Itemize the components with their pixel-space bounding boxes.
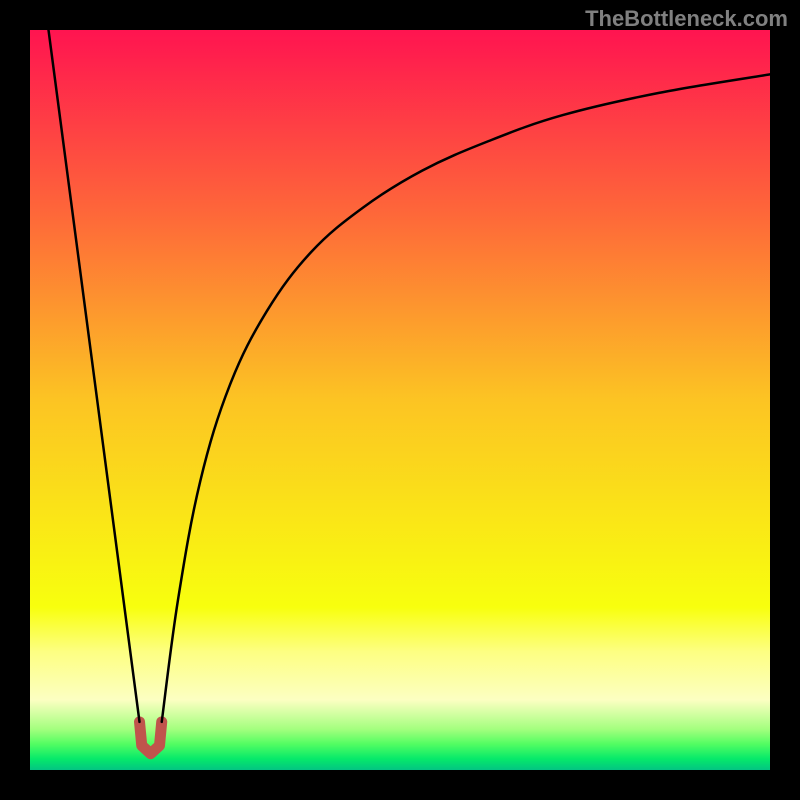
plot-background <box>30 30 770 770</box>
watermark-text: TheBottleneck.com <box>585 6 788 32</box>
chart-container: TheBottleneck.com <box>0 0 800 800</box>
bottleneck-chart <box>0 0 800 800</box>
